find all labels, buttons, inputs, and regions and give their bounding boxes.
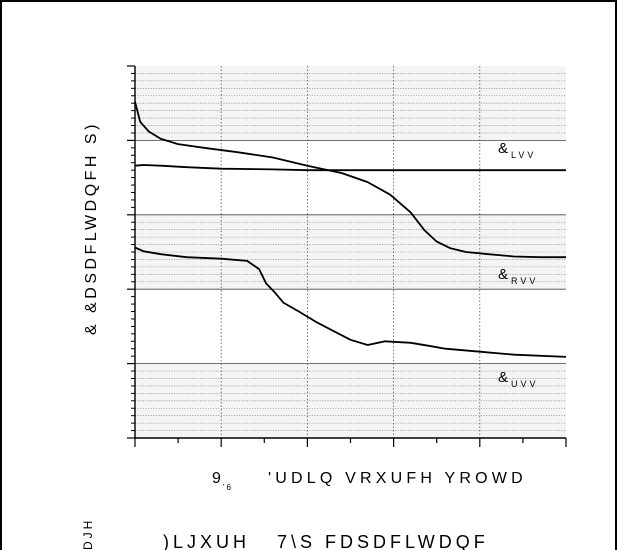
- series-line-lvv: [134, 101, 566, 259]
- series-line-uvv: [134, 246, 567, 358]
- series-label-sub: RVV: [511, 276, 538, 286]
- grid-lines: [135, 66, 566, 438]
- series-lines: [134, 101, 567, 358]
- series-label-main: &: [498, 369, 508, 386]
- left-fragment: DJH: [81, 518, 95, 550]
- figure-caption: )LJXUH 7\S FDSDFLWDQF: [163, 532, 489, 550]
- x-axis-label-main: 9: [212, 470, 221, 487]
- y-axis-label: & &DSDFLWDQFH S): [83, 121, 100, 335]
- grid-band: [135, 66, 566, 141]
- series-label-sub: LVV: [511, 150, 536, 160]
- x-axis-label-rest: 'UDLQ VRXUFH YROWD: [268, 470, 527, 487]
- series-label-main: &: [498, 266, 508, 283]
- series-labels: & LVV& RVV& UVV: [498, 140, 539, 389]
- series-label-sub: UVV: [511, 379, 539, 389]
- axes: [127, 65, 567, 447]
- series-line-rvv: [134, 164, 566, 172]
- series-label-main: &: [498, 140, 508, 157]
- grid-bands: [135, 66, 566, 438]
- x-axis-label-sub: '6: [223, 483, 233, 492]
